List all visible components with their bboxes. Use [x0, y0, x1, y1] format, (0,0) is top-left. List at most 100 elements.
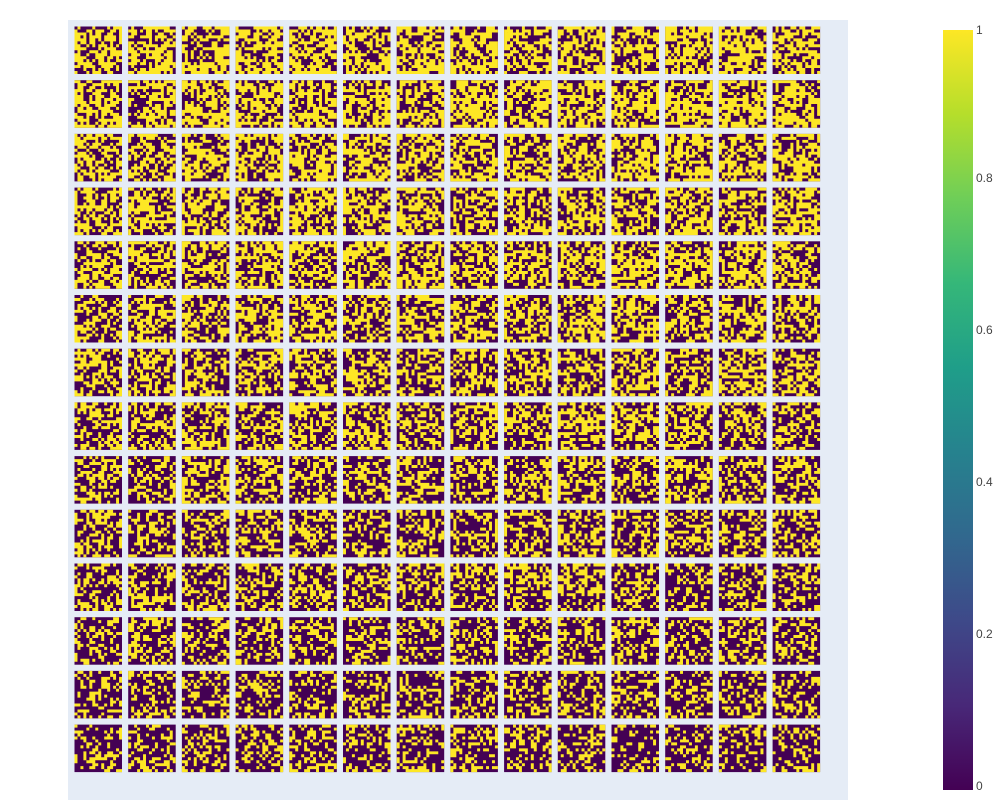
heatmap-tile — [450, 456, 498, 504]
tile-cell — [289, 80, 337, 128]
tile-cell — [557, 509, 606, 558]
tile-cell — [74, 187, 122, 236]
heatmap-tile — [718, 241, 767, 289]
heatmap-tile — [396, 563, 445, 611]
heatmap-tile — [450, 187, 498, 236]
heatmap-tile — [611, 348, 659, 397]
heatmap-tile — [504, 295, 552, 343]
heatmap-tile — [718, 724, 767, 773]
heatmap-tile — [128, 348, 176, 397]
heatmap-tile — [611, 133, 659, 182]
heatmap-tile — [450, 26, 498, 74]
tile-cell — [343, 670, 391, 719]
tile-cell — [289, 509, 337, 558]
tile-cell — [396, 187, 445, 236]
colorbar-tick-label: 0.6 — [976, 323, 993, 337]
heatmap-tile — [74, 509, 122, 558]
tile-cell — [718, 295, 767, 343]
tile-cell — [235, 456, 284, 504]
tile-cell — [396, 133, 445, 182]
tile-cell — [128, 241, 176, 289]
heatmap-tile — [665, 80, 713, 128]
tile-cell — [289, 617, 337, 665]
heatmap-tile — [611, 26, 659, 74]
heatmap-tile — [665, 133, 713, 182]
tile-cell — [289, 295, 337, 343]
heatmap-tile — [396, 80, 445, 128]
heatmap-tile — [343, 617, 391, 665]
heatmap-tile — [74, 670, 122, 719]
heatmap-tile — [772, 241, 821, 289]
tile-cell — [611, 402, 659, 450]
heatmap-tile — [128, 617, 176, 665]
tile-cell — [235, 348, 284, 397]
heatmap-tile — [718, 187, 767, 236]
heatmap-tile — [611, 617, 659, 665]
heatmap-tile — [289, 402, 337, 450]
tile-cell — [665, 724, 713, 773]
heatmap-tile — [557, 724, 606, 773]
heatmap-tile — [450, 724, 498, 773]
tile-cell — [611, 563, 659, 611]
heatmap-tile — [557, 26, 606, 74]
heatmap-tile — [74, 456, 122, 504]
tile-cell — [557, 295, 606, 343]
heatmap-tile — [128, 26, 176, 74]
tile-cell — [289, 456, 337, 504]
heatmap-tile — [128, 456, 176, 504]
heatmap-tile — [772, 348, 821, 397]
heatmap-tile — [74, 617, 122, 665]
tile-cell — [611, 133, 659, 182]
tile-cell — [611, 670, 659, 719]
heatmap-tile — [181, 617, 230, 665]
heatmap-tile — [450, 295, 498, 343]
heatmap-tile — [718, 509, 767, 558]
tile-cell — [665, 456, 713, 504]
tile-cell — [74, 509, 122, 558]
tile-cell — [128, 348, 176, 397]
heatmap-tile — [772, 133, 821, 182]
heatmap-tile — [504, 563, 552, 611]
tile-cell — [557, 348, 606, 397]
tile-cell — [396, 348, 445, 397]
heatmap-tile — [450, 133, 498, 182]
tile-cell — [128, 724, 176, 773]
tile-cell — [343, 241, 391, 289]
tile-cell — [450, 133, 498, 182]
tile-cell — [74, 617, 122, 665]
heatmap-tile — [74, 348, 122, 397]
colorbar-tick-label: 0.8 — [976, 171, 993, 185]
heatmap-tile — [665, 402, 713, 450]
heatmap-tile — [235, 187, 284, 236]
tile-cell — [235, 670, 284, 719]
heatmap-tile — [235, 26, 284, 74]
heatmap-tile — [396, 456, 445, 504]
tile-cell — [772, 241, 821, 289]
heatmap-tile — [772, 187, 821, 236]
tile-cell — [181, 295, 230, 343]
heatmap-tile — [611, 724, 659, 773]
tile-cell — [665, 348, 713, 397]
tile-cell — [504, 724, 552, 773]
tile-cell — [343, 348, 391, 397]
tile-cell — [74, 80, 122, 128]
heatmap-tile — [557, 670, 606, 719]
heatmap-tile — [396, 509, 445, 558]
heatmap-tile — [128, 724, 176, 773]
tile-cell — [450, 80, 498, 128]
tile-cell — [343, 295, 391, 343]
tile-cell — [611, 456, 659, 504]
tile-cell — [128, 402, 176, 450]
tile-cell — [450, 617, 498, 665]
tile-cell — [450, 26, 498, 74]
tile-cell — [557, 617, 606, 665]
heatmap-tile — [181, 509, 230, 558]
heatmap-tile — [718, 563, 767, 611]
tile-cell — [450, 187, 498, 236]
heatmap-tile — [557, 563, 606, 611]
heatmap-tile — [128, 187, 176, 236]
heatmap-tile — [74, 724, 122, 773]
tile-cell — [611, 295, 659, 343]
heatmap-tile — [289, 80, 337, 128]
heatmap-tile — [611, 80, 659, 128]
